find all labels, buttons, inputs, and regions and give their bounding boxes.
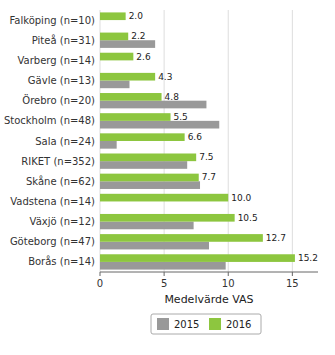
bar	[100, 40, 155, 48]
bar	[100, 81, 129, 89]
data-label: 15.2	[298, 253, 318, 263]
tick-label: 10	[222, 278, 235, 289]
bar	[100, 20, 101, 28]
data-label: 10.5	[238, 213, 258, 223]
category-label: Göteborg (n=47)	[10, 236, 95, 247]
tick-label: 0	[97, 278, 103, 289]
bars	[100, 12, 295, 269]
legend-label: 2016	[226, 319, 251, 330]
bar	[100, 12, 126, 20]
data-labels: 2.0 2.2 2.6 4.3 4.8 5.56.6 7.5 7.7 10.0 10.5 12.7 1…	[129, 11, 318, 263]
bar	[100, 33, 128, 41]
category-label: Piteå (n=31)	[32, 34, 95, 46]
legend-label: 2015	[174, 319, 199, 330]
bar	[100, 262, 226, 270]
category-label: Borås (n=14)	[28, 255, 95, 267]
bar	[100, 113, 171, 121]
data-label: 2.2	[131, 31, 145, 41]
tick-label: 5	[161, 278, 167, 289]
x-axis	[100, 272, 318, 273]
bar	[100, 242, 209, 250]
category-label: Vadstena (n=14)	[10, 196, 95, 207]
category-label: Skåne (n=62)	[26, 175, 95, 187]
tick-mark	[100, 272, 101, 276]
data-label: 4.8	[165, 92, 180, 102]
data-label: 10.0	[231, 193, 251, 203]
legend-swatch	[209, 318, 221, 330]
data-label: 6.6	[188, 132, 203, 142]
tick-mark	[228, 272, 229, 276]
category-label: Falköping (n=10)	[9, 15, 95, 26]
bar	[100, 153, 196, 161]
data-label: 7.5	[199, 152, 213, 162]
category-label: Växjö (n=12)	[30, 216, 96, 227]
bar	[100, 222, 194, 230]
bar	[100, 73, 155, 81]
x-axis-label: Medelvärde VAS	[164, 293, 253, 306]
grid-line	[228, 10, 229, 272]
bar	[100, 174, 199, 182]
tick-mark	[164, 272, 165, 276]
data-label: 2.0	[129, 11, 144, 21]
bar	[100, 121, 219, 129]
legend: 2015 2016	[151, 314, 261, 334]
data-label: 4.3	[158, 72, 172, 82]
bar	[100, 181, 200, 189]
bar	[100, 141, 117, 149]
bar	[100, 234, 263, 242]
chart: 0 5 10 15 2.0 2.2 2.6 4.3 4.8 5.56.6 7.5 7.7 10.0 10.…	[0, 0, 335, 355]
bar	[100, 194, 228, 202]
data-label: 2.6	[136, 52, 151, 62]
legend-swatch	[157, 318, 169, 330]
bar	[100, 133, 185, 141]
category-label: Gävle (n=13)	[28, 75, 95, 86]
bar	[100, 201, 101, 209]
grid	[100, 10, 292, 272]
bar	[100, 214, 235, 222]
category-label: Stockholm (n=48)	[4, 115, 95, 126]
bar	[100, 60, 101, 68]
category-label: Örebro (n=20)	[22, 94, 95, 106]
data-label: 12.7	[266, 233, 286, 243]
bar	[100, 161, 187, 169]
data-label: 5.5	[174, 112, 188, 122]
category-label: RIKET (n=352)	[21, 156, 95, 167]
bar	[100, 93, 162, 101]
bar	[100, 53, 133, 61]
tick-label: 15	[286, 278, 299, 289]
grid-line	[292, 10, 293, 272]
tick-mark	[292, 272, 293, 276]
category-label: Sala (n=24)	[35, 136, 95, 147]
bar	[100, 101, 206, 109]
legend-frame	[151, 314, 261, 334]
data-label: 7.7	[202, 172, 216, 182]
bar	[100, 254, 295, 262]
category-label: Varberg (n=14)	[17, 55, 95, 66]
